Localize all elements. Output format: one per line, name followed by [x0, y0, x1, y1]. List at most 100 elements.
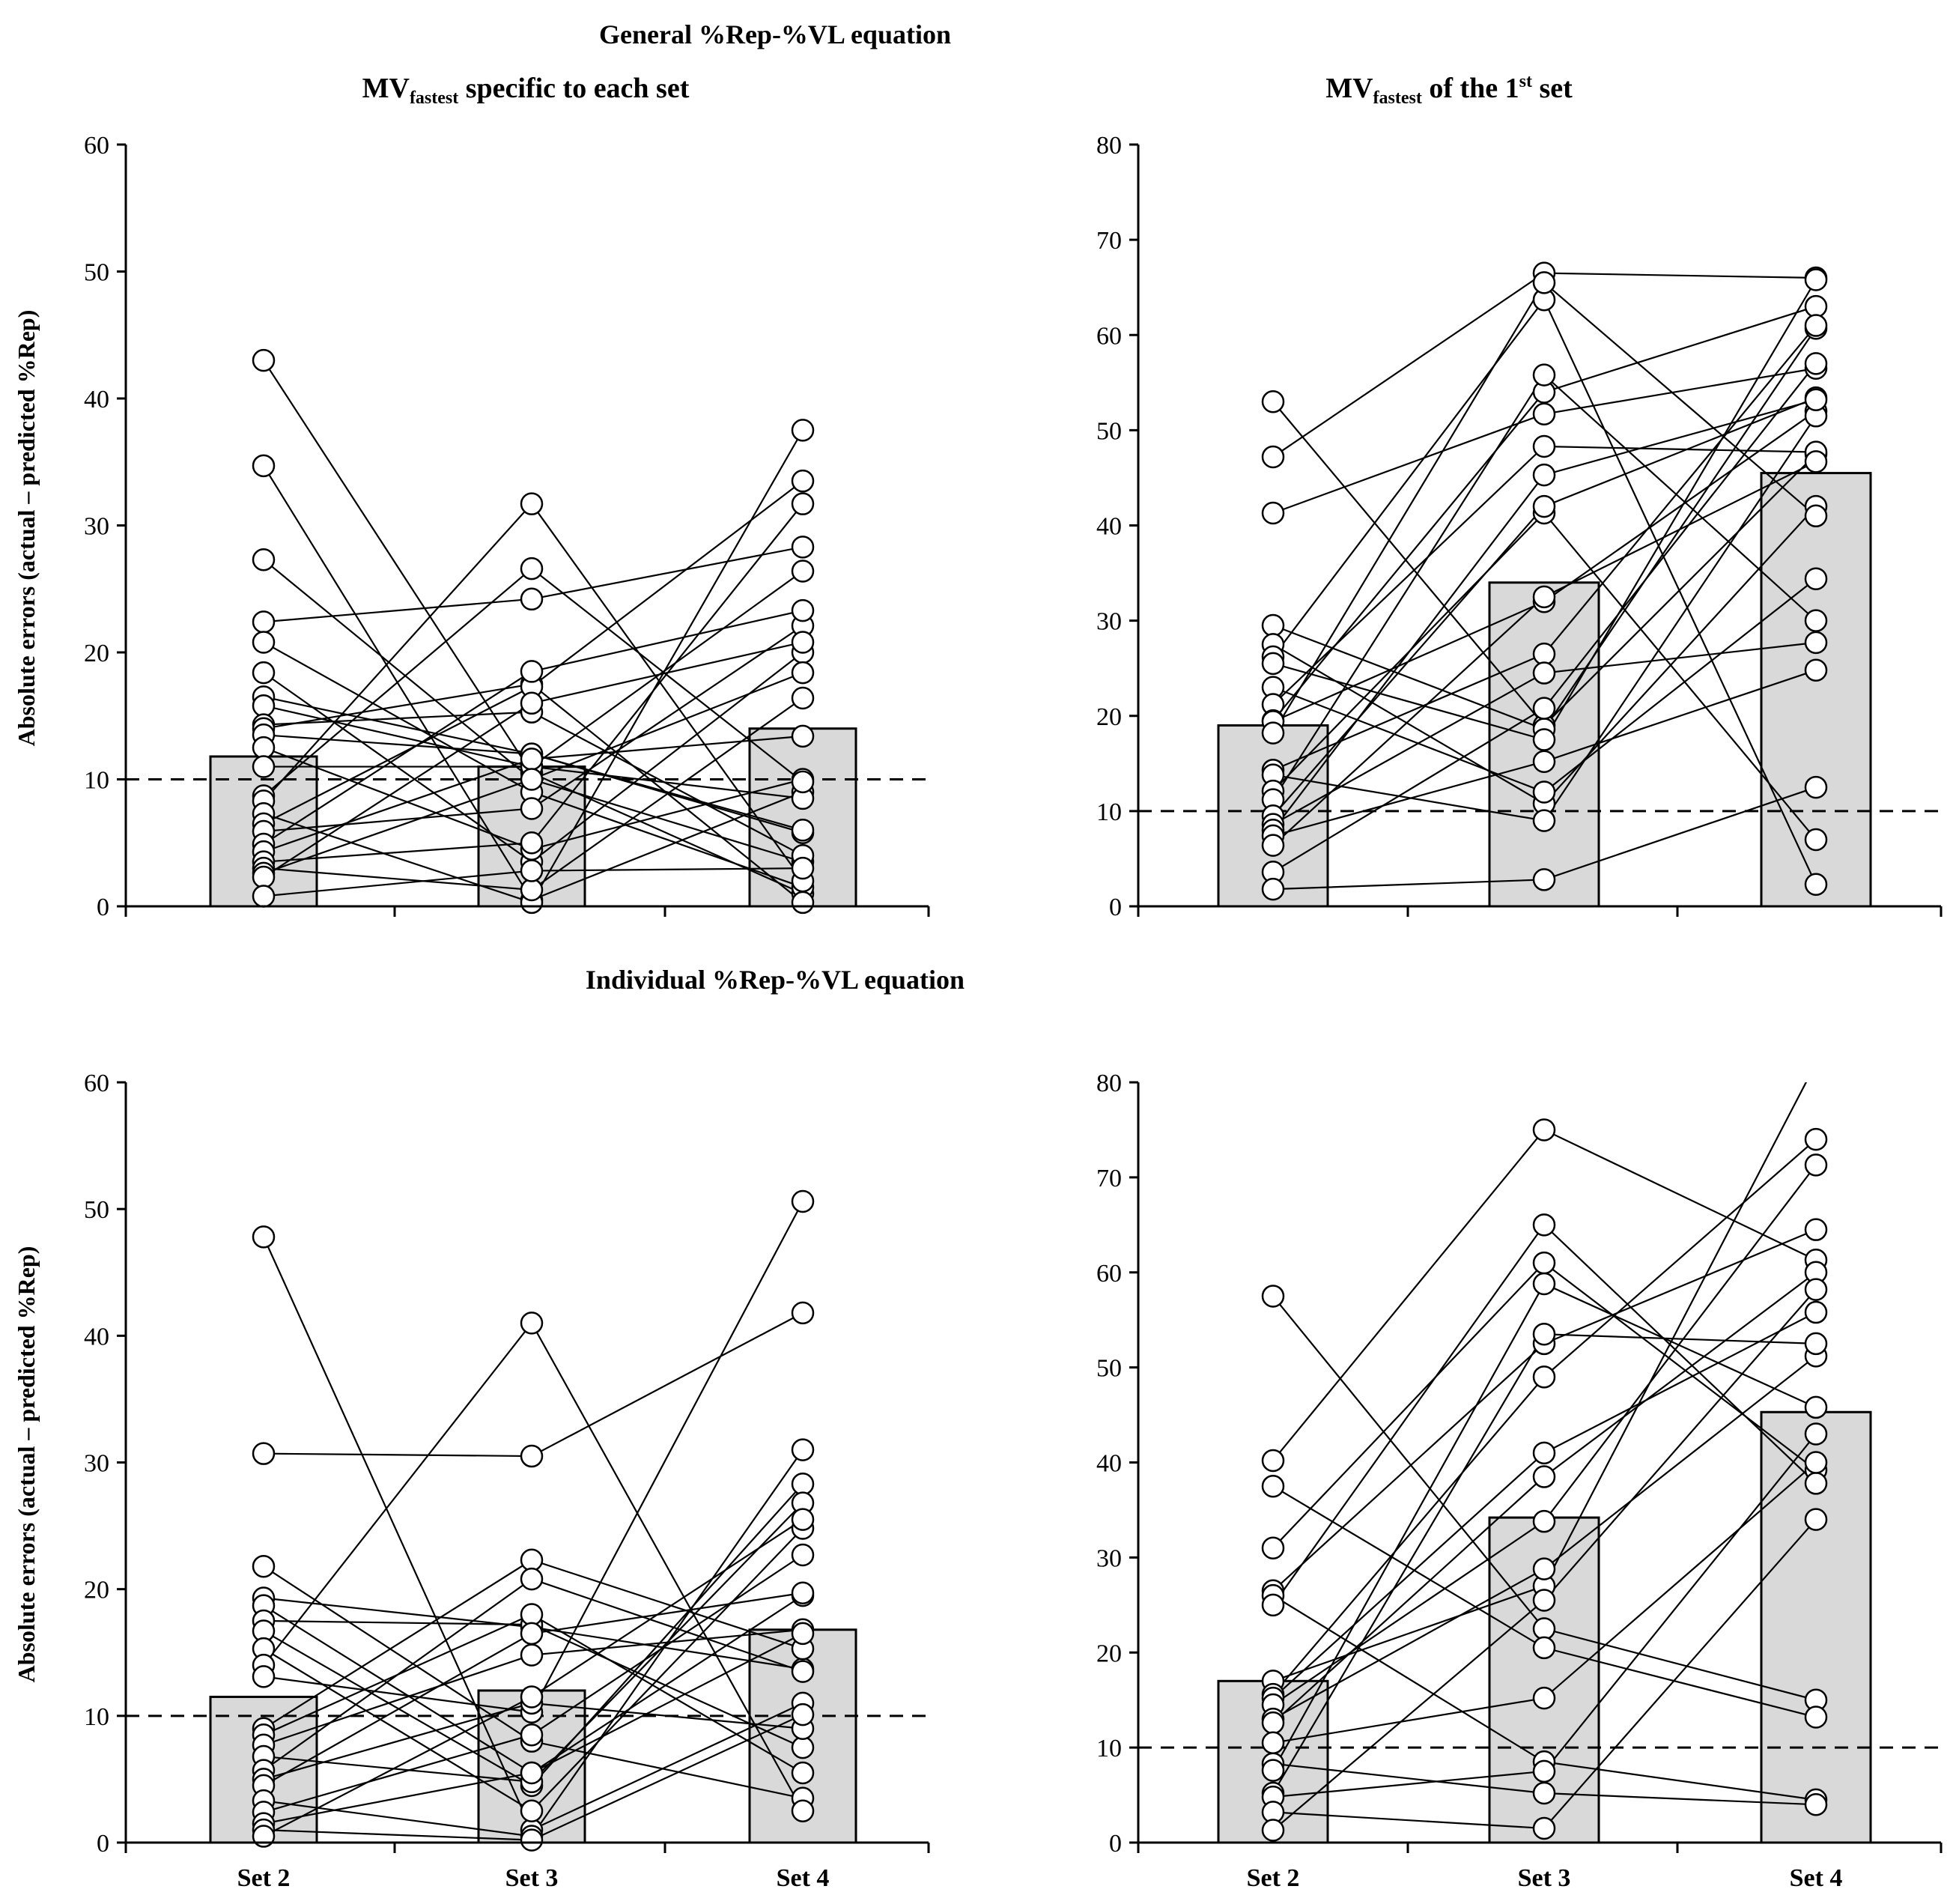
subject-point-23-set-3: [520, 768, 544, 791]
y-tick-label: 50: [84, 259, 109, 287]
subject-point-19-set-4: [791, 598, 815, 622]
subject-point-15-set-4: [791, 1660, 815, 1683]
y-tick-label: 20: [84, 640, 109, 667]
subject-point-20-set-3: [1532, 750, 1556, 774]
subject-point-3-set-2: [1261, 1474, 1285, 1498]
section-title-general: General %Rep-%VL equation: [599, 19, 951, 49]
subject-point-4-set-2: [1261, 1536, 1285, 1559]
subject-point-21-set-4: [791, 492, 815, 515]
subject-point-16-set-4: [1804, 1395, 1828, 1419]
subject-point-15-set-3: [520, 492, 544, 515]
y-tick-label: 20: [84, 1577, 109, 1604]
subject-point-9-set-3: [1532, 1365, 1556, 1389]
subject-point-19-set-3: [520, 1723, 544, 1747]
x-tick-label: Set 3: [505, 1864, 559, 1892]
subject-point-15-set-4: [1804, 1793, 1828, 1816]
subject-point-23-set-4: [791, 661, 815, 685]
subject-point-1-set-3: [1532, 1617, 1556, 1640]
subject-point-25-set-4: [791, 856, 815, 880]
y-tick-label: 40: [84, 1323, 109, 1350]
subject-point-20-set-3: [1532, 1589, 1556, 1612]
subject-point-7-set-3: [1532, 728, 1556, 751]
subject-point-15-set-3: [1532, 1781, 1556, 1805]
subject-point-15-set-4: [1804, 828, 1828, 852]
y-tick-label: 40: [1096, 513, 1122, 541]
subject-point-1-set-2: [1261, 389, 1285, 413]
subject-point-9-set-3: [1532, 434, 1556, 458]
subject-point-21-set-4: [1804, 450, 1828, 473]
subject-point-16-set-2: [1261, 1759, 1285, 1782]
subject-point-2-set-2: [252, 454, 276, 478]
subject-point-17-set-3: [1532, 1322, 1556, 1346]
y-tick-label: 20: [1096, 703, 1122, 731]
y-axis-label-top: Absolute errors (actual – predicted %Rep…: [13, 310, 40, 747]
subject-point-7-set-4: [791, 1473, 815, 1496]
subject-point-8-set-3: [1532, 780, 1556, 804]
subject-point-3-set-2: [1261, 501, 1285, 525]
subject-point-12-set-3: [1532, 1557, 1556, 1580]
panel-title-first-set-rest: of the 1: [1422, 73, 1519, 104]
subject-point-1-set-2: [252, 348, 276, 372]
subject-point-22-set-4: [791, 1508, 815, 1531]
subject-point-9-set-4: [791, 1799, 815, 1822]
subject-point-3-set-4: [1804, 1706, 1828, 1729]
subject-point-14-set-3: [1532, 1686, 1556, 1710]
subject-point-20-set-3: [520, 1761, 544, 1785]
subject-point-11-set-4: [1804, 1153, 1828, 1177]
subject-point-20-set-3: [520, 748, 544, 771]
subject-point-2-set-2: [1261, 445, 1285, 469]
subject-point-15-set-3: [520, 1567, 544, 1591]
subject-point-16-set-4: [791, 419, 815, 442]
subject-point-20-set-4: [1804, 658, 1828, 682]
panel-title-specific: MVfastest specific to each set: [362, 73, 690, 108]
subject-point-13-set-3: [520, 1643, 544, 1667]
subject-point-5-set-4: [1804, 1218, 1828, 1241]
y-tick-label: 20: [1096, 1640, 1122, 1667]
subject-point-12-set-2: [252, 736, 276, 760]
subject-point-12-set-3: [1532, 271, 1556, 294]
subject-point-6-set-4: [791, 1735, 815, 1759]
x-tick-label: Set 4: [1790, 1864, 1843, 1892]
subject-point-13-set-2: [1261, 1711, 1285, 1735]
section-title-individual: Individual %Rep-%VL equation: [586, 965, 965, 995]
subject-point-13-set-4: [791, 560, 815, 583]
subject-point-14-set-4: [1804, 1451, 1828, 1474]
x-tick-label: Set 2: [1247, 1864, 1300, 1892]
subject-point-17-set-3: [1532, 494, 1556, 518]
subject-point-3-set-2: [252, 548, 276, 571]
panel-title-specific-base: MV: [362, 73, 410, 104]
subject-point-3-set-2: [252, 1554, 276, 1578]
subject-point-18-set-3: [1532, 661, 1556, 685]
subject-point-8-set-2: [252, 694, 276, 718]
panel-title-first-set: MVfastest of the 1st set: [1325, 72, 1573, 108]
panel-title-first-set-base: MV: [1325, 73, 1373, 104]
subject-point-17-set-4: [791, 1581, 815, 1604]
panel-title-first-set-superscript: st: [1519, 72, 1532, 91]
subject-point-6-set-2: [252, 661, 276, 685]
subject-point-16-set-4: [1804, 609, 1828, 632]
y-tick-label: 80: [1096, 132, 1122, 160]
subject-point-20-set-2: [1261, 1819, 1285, 1842]
subject-point-7-set-2: [1261, 652, 1285, 676]
y-tick-label: 50: [84, 1196, 109, 1224]
y-tick-label: 80: [1096, 1070, 1122, 1097]
subject-point-20-set-4: [791, 1622, 815, 1646]
subject-point-14-set-3: [1532, 809, 1556, 832]
subject-point-7-set-2: [1261, 1593, 1285, 1617]
subject-point-19-set-4: [1804, 388, 1828, 411]
subject-point-10-set-4: [1804, 1300, 1828, 1324]
y-tick-label: 10: [84, 1703, 109, 1731]
y-tick-label: 30: [1096, 608, 1122, 636]
y-tick-label: 70: [1096, 1165, 1122, 1192]
subject-point-18-set-3: [520, 797, 544, 820]
y-tick-label: 30: [84, 513, 109, 541]
subject-point-20-set-4: [1804, 1278, 1828, 1301]
subject-point-22-set-3: [520, 1685, 544, 1709]
subject-point-24-set-4: [791, 631, 815, 654]
subject-point-13-set-3: [1532, 642, 1556, 666]
subject-point-11-set-3: [1532, 1509, 1556, 1533]
subject-point-19-set-3: [520, 660, 544, 683]
y-tick-label: 60: [1096, 322, 1122, 350]
x-tick-label: Set 2: [237, 1864, 291, 1892]
